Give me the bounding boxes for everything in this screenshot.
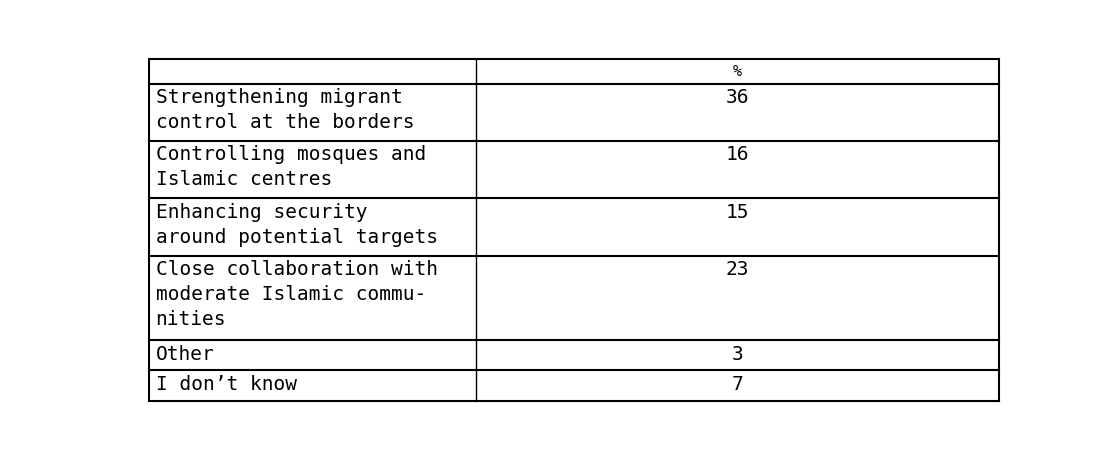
- Text: I don’t know: I don’t know: [156, 375, 297, 394]
- Text: 23: 23: [726, 260, 749, 279]
- Text: Close collaboration with
moderate Islamic commu-
nities: Close collaboration with moderate Islami…: [156, 260, 438, 329]
- Text: 16: 16: [726, 145, 749, 164]
- Text: Strengthening migrant
control at the borders: Strengthening migrant control at the bor…: [156, 88, 414, 132]
- Text: Enhancing security
around potential targets: Enhancing security around potential targ…: [156, 203, 438, 247]
- Text: 3: 3: [731, 345, 744, 364]
- Text: %: %: [734, 64, 743, 79]
- Text: Other: Other: [156, 345, 214, 364]
- Text: 15: 15: [726, 203, 749, 222]
- Text: Controlling mosques and
Islamic centres: Controlling mosques and Islamic centres: [156, 145, 426, 189]
- Text: 36: 36: [726, 88, 749, 107]
- Text: 7: 7: [731, 375, 744, 394]
